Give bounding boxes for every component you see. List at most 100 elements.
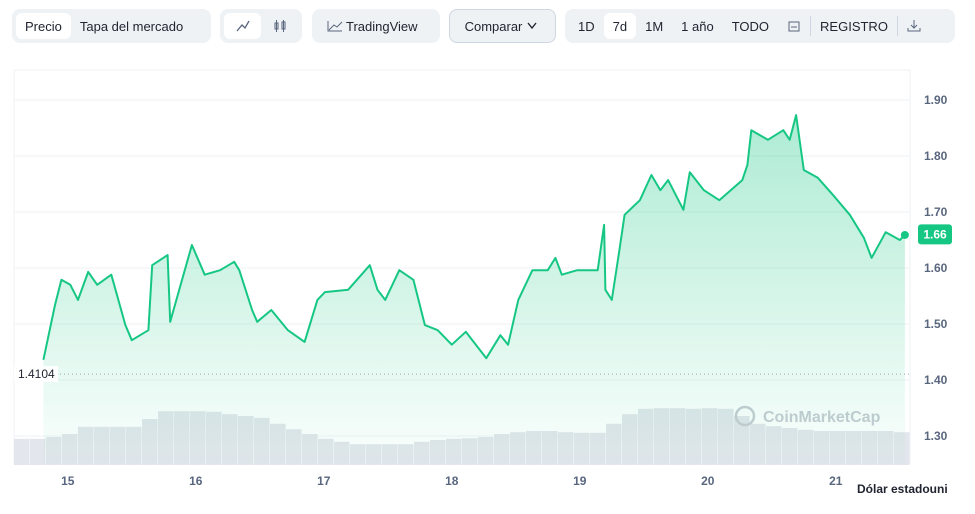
volume-bar (430, 440, 446, 465)
volume-bar (766, 426, 782, 465)
tradingview-btn[interactable]: TradingView (312, 9, 440, 43)
chart-type (220, 9, 302, 43)
divider (810, 16, 812, 36)
volume-bar (526, 431, 542, 465)
icon (907, 20, 921, 32)
icon (327, 21, 343, 32)
volume-bar (366, 444, 382, 465)
tab-price[interactable]: Precio (16, 13, 71, 39)
x-tick-label: 15 (61, 474, 75, 488)
log-btn[interactable]: REGISTRO (820, 18, 888, 34)
volume-bar (126, 426, 142, 465)
volume-bar (750, 423, 766, 465)
volume-bar (158, 411, 174, 465)
volume-bar (110, 426, 126, 465)
range-1y[interactable]: 1 año (681, 18, 714, 34)
y-tick-label: 1.90 (924, 93, 948, 107)
divider (896, 16, 898, 36)
volume-bar (702, 408, 718, 465)
volume-bar (590, 432, 606, 465)
compare-label: Comparar (464, 18, 523, 34)
y-tick-label: 1.30 (924, 429, 948, 443)
currency-label: Dólar estadouni (857, 482, 948, 496)
volume-bar (494, 434, 510, 465)
volume-bar (142, 419, 158, 465)
icon (527, 22, 537, 30)
x-tick-label: 21 (829, 474, 843, 488)
volume-bar (734, 416, 750, 465)
volume-bar (14, 438, 30, 465)
volume-bar (542, 431, 558, 465)
volume-bar (686, 408, 702, 465)
volume-bar (894, 432, 910, 465)
watermark-logo (734, 405, 756, 427)
volume-bar (318, 438, 334, 465)
compare-btn[interactable]: Comparar (449, 9, 556, 43)
volume-bar (446, 438, 462, 465)
tab-market-cap[interactable]: Tapa del mercado (79, 18, 184, 34)
volume-bar (846, 431, 862, 465)
volume-bar (606, 423, 622, 465)
volume-bar (478, 437, 494, 465)
watermark: CoinMarketCap (763, 409, 881, 426)
download-icon[interactable] (898, 13, 930, 39)
volume-bar (62, 434, 78, 465)
calendar-icon[interactable] (778, 13, 810, 39)
volume-bar (878, 431, 894, 465)
volume-bar (238, 416, 254, 465)
volume-bar (462, 438, 478, 465)
price-tag (918, 224, 952, 245)
volume-bar (718, 408, 734, 465)
volume-bar (270, 423, 286, 465)
volume-bar (814, 431, 830, 465)
volume-bar (398, 444, 414, 465)
x-tick-label: 18 (445, 474, 459, 488)
icon (236, 20, 250, 32)
volume-bar (78, 426, 94, 465)
view-tabs: Precio Tapa del mercado (12, 9, 211, 43)
x-tick-label: 20 (701, 474, 715, 488)
y-tick-label: 1.60 (924, 261, 948, 275)
volume-bar (334, 441, 350, 465)
volume-bar (558, 432, 574, 465)
volume-bar (94, 426, 110, 465)
volume-bar (654, 408, 670, 465)
range-1m[interactable]: 1M (645, 18, 664, 34)
x-tick-label: 17 (317, 474, 331, 488)
volume-bar (574, 432, 590, 465)
y-tick-label: 1.50 (924, 317, 948, 331)
volume-bar (206, 411, 222, 465)
price-tag-label: 1.66 (923, 227, 947, 241)
volume-bar (798, 429, 814, 465)
volume-bar (302, 434, 318, 465)
range-all[interactable]: TODO (731, 18, 770, 34)
icon (274, 20, 285, 32)
reference-label: 1.4104 (18, 367, 55, 381)
volume-bar (510, 432, 526, 465)
volume-bar (30, 438, 46, 465)
y-tick-label: 1.70 (924, 205, 948, 219)
y-tick-label: 1.80 (924, 149, 948, 163)
range-1d[interactable]: 1D (578, 18, 595, 34)
candle-icon[interactable] (261, 13, 298, 39)
x-tick-label: 19 (573, 474, 587, 488)
line-icon[interactable] (224, 13, 261, 39)
volume-bar (414, 441, 430, 465)
volume-bar (222, 414, 238, 465)
volume-bar (254, 417, 270, 465)
volume-bar (174, 411, 190, 465)
range-tabs: 1D 7d 1M 1 año TODO REGISTRO (565, 9, 955, 43)
volume-bar (382, 444, 398, 465)
price-line (42, 114, 906, 361)
range-7d[interactable]: 7d (603, 13, 637, 39)
volume-bar (622, 414, 638, 465)
last-point (900, 230, 909, 239)
volume-bar (638, 408, 654, 465)
volume-bar (350, 444, 366, 465)
plot-frame (13, 69, 911, 464)
icon (788, 21, 800, 32)
volume-bar (830, 431, 846, 465)
volume-bar (862, 431, 878, 465)
